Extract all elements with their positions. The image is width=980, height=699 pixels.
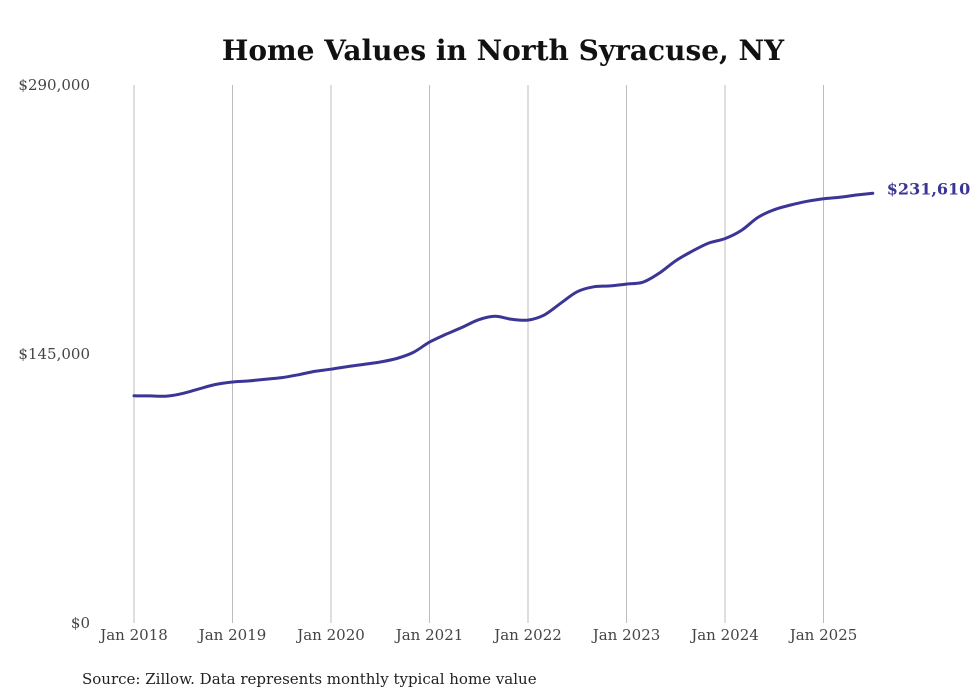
x-tick-label: Jan 2023 bbox=[591, 626, 661, 644]
home-value-line bbox=[132, 191, 875, 398]
x-tick-label: Jan 2025 bbox=[788, 626, 858, 644]
y-tick-label: $145,000 bbox=[18, 345, 90, 363]
y-tick-label: $0 bbox=[71, 614, 90, 632]
x-gridlines bbox=[133, 85, 824, 623]
x-tick-label: Jan 2022 bbox=[492, 626, 562, 644]
x-tick-label: Jan 2018 bbox=[98, 626, 168, 644]
chart-title: Home Values in North Syracuse, NY bbox=[222, 34, 785, 67]
x-tick-label: Jan 2019 bbox=[197, 626, 267, 644]
source-note: Source: Zillow. Data represents monthly … bbox=[82, 670, 537, 688]
x-axis-ticks: Jan 2018 Jan 2019 Jan 2020 Jan 2021 Jan 2022… bbox=[98, 626, 857, 644]
x-tick-label: Jan 2021 bbox=[394, 626, 464, 644]
x-tick-label: Jan 2024 bbox=[689, 626, 759, 644]
end-value-label: $231,610 bbox=[887, 179, 971, 198]
y-axis-ticks: $0 $145,000 $290,000 bbox=[18, 76, 90, 632]
y-tick-label: $290,000 bbox=[18, 76, 90, 94]
x-tick-label: Jan 2020 bbox=[295, 626, 365, 644]
